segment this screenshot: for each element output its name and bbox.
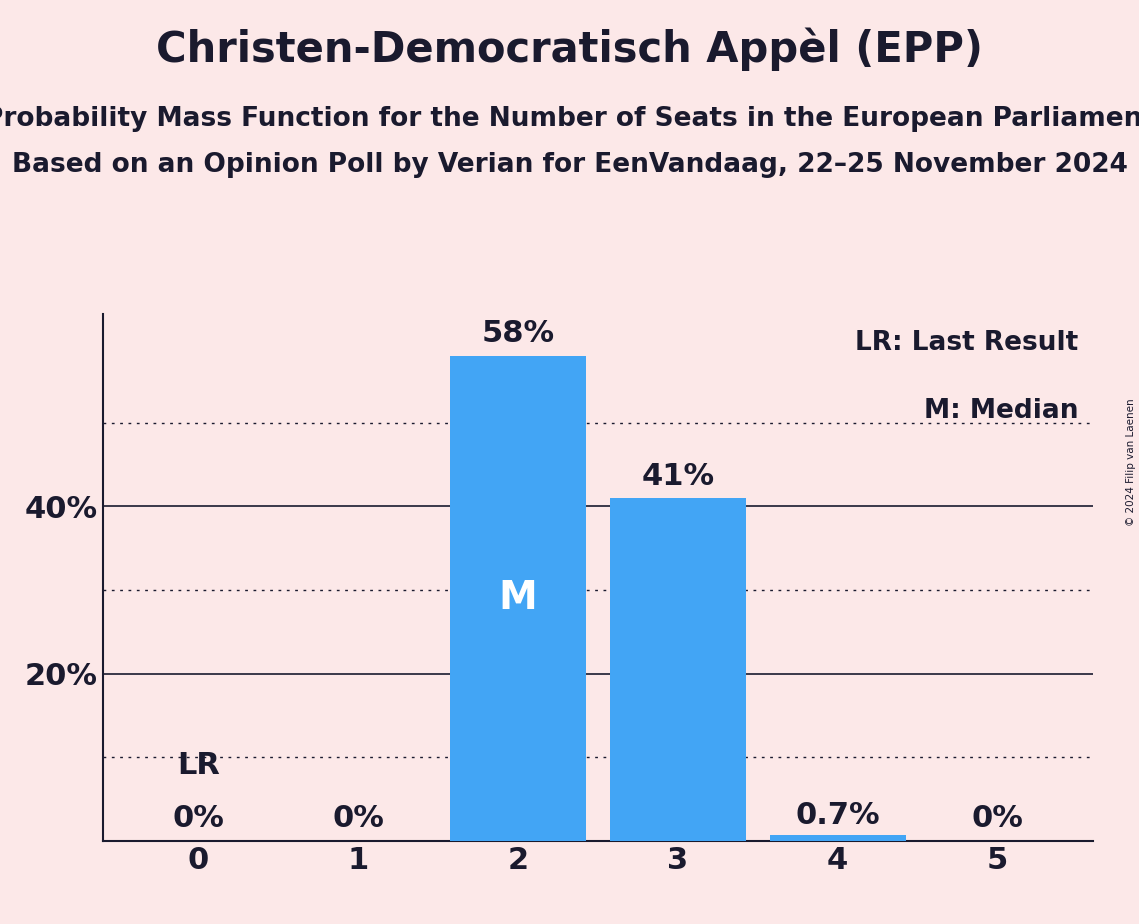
Text: 41%: 41% [641, 462, 714, 491]
Text: LR: LR [177, 751, 220, 780]
Text: Based on an Opinion Poll by Verian for EenVandaag, 22–25 November 2024: Based on an Opinion Poll by Verian for E… [11, 152, 1128, 178]
Text: M: M [499, 579, 538, 617]
Text: 0%: 0% [333, 804, 384, 833]
Text: 58%: 58% [482, 320, 555, 348]
Text: © 2024 Filip van Laenen: © 2024 Filip van Laenen [1126, 398, 1136, 526]
Bar [770, 835, 906, 841]
Text: 0.7%: 0.7% [795, 801, 880, 830]
Text: 0%: 0% [172, 804, 224, 833]
Text: Christen-Democratisch Appèl (EPP): Christen-Democratisch Appèl (EPP) [156, 28, 983, 71]
Text: M: Median: M: Median [924, 398, 1079, 424]
Bar [450, 356, 585, 841]
Text: LR: Last Result: LR: Last Result [855, 330, 1079, 356]
Text: Probability Mass Function for the Number of Seats in the European Parliament: Probability Mass Function for the Number… [0, 106, 1139, 132]
Bar [611, 498, 746, 841]
Text: 0%: 0% [972, 804, 1024, 833]
